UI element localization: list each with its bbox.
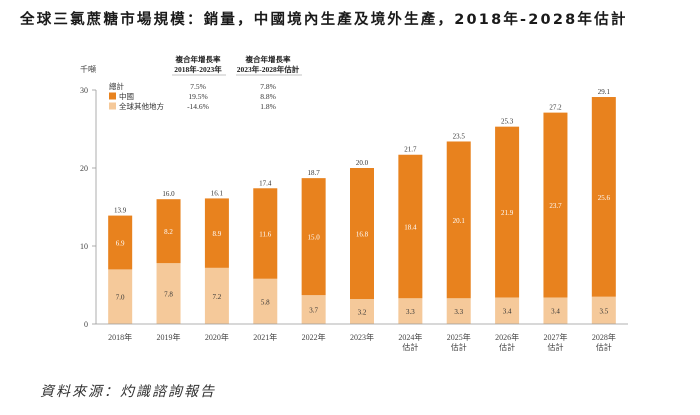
data-label-rest-of-world: 7.0	[116, 294, 125, 302]
data-label-total: 25.3	[501, 118, 514, 126]
data-label-rest-of-world: 7.8	[164, 291, 173, 299]
source-note: 資料來源：灼識諮詢報告	[40, 384, 216, 400]
x-tick-label: 2024年估計	[398, 332, 422, 352]
data-label-china: 8.2	[164, 228, 173, 236]
y-tick-label: 10	[80, 242, 88, 251]
data-label-rest-of-world: 3.4	[551, 308, 560, 316]
data-label-china: 6.9	[116, 239, 125, 247]
data-label-china: 25.6	[598, 194, 611, 202]
bar-china	[495, 126, 520, 298]
bar-china	[543, 112, 568, 298]
cagr-value: 7.8%	[260, 82, 276, 91]
legend-swatch-other	[109, 102, 116, 110]
bar-china	[108, 215, 133, 270]
bar-china	[204, 198, 229, 268]
y-tick-label: 30	[80, 86, 88, 95]
data-label-rest-of-world: 3.2	[358, 309, 367, 317]
legend-label-total: 總計	[109, 81, 124, 91]
data-label-china: 18.4	[404, 224, 417, 232]
axes: 千噸 0 10 20 30 2018年 2019年 2020年 2021年 2022年 2023年 2…	[80, 64, 628, 352]
data-label-total: 29.1	[598, 88, 611, 96]
data-label-china: 23.7	[549, 202, 562, 210]
cagr-value: -14.6%	[187, 102, 209, 111]
bar-rest-of-world	[446, 298, 471, 324]
data-label-total: 20.0	[356, 159, 369, 167]
data-label-china: 8.9	[213, 230, 222, 238]
x-tick-label: 2019年	[157, 332, 181, 342]
y-tick-label: 0	[84, 320, 88, 329]
x-tick-label: 2025年估計	[447, 332, 471, 352]
data-label-rest-of-world: 3.3	[406, 308, 415, 316]
data-label-total: 13.9	[114, 207, 127, 215]
data-label-china: 11.6	[259, 231, 271, 239]
x-tick-label: 2022年	[302, 332, 326, 342]
legend-label: 中國	[119, 91, 134, 101]
bar-rest-of-world	[301, 295, 326, 324]
bar-rest-of-world	[543, 297, 568, 324]
y-tick-label: 20	[80, 164, 88, 173]
data-label-total: 21.7	[404, 146, 417, 154]
data-label-total: 27.2	[549, 104, 562, 112]
cagr-value: 8.8%	[260, 92, 276, 101]
bar-rest-of-world	[108, 269, 133, 324]
x-tick-label: 2028年估計	[592, 332, 616, 352]
data-label-china: 21.9	[501, 209, 514, 217]
data-label-total: 23.5	[453, 132, 466, 140]
y-unit-label: 千噸	[80, 64, 96, 74]
bar-rest-of-world	[495, 297, 520, 324]
x-tick-label: 2023年	[350, 332, 374, 342]
data-label-rest-of-world: 3.5	[599, 307, 608, 315]
bars: 7.0 6.9 13.9 7.8 8.2 16.0 7.2 8.9 16.1 5.8 11.6 17.…	[108, 88, 616, 324]
bar-rest-of-world	[156, 263, 181, 324]
data-label-total: 16.1	[211, 189, 224, 197]
data-label-rest-of-world: 3.4	[503, 308, 512, 316]
bar-china	[446, 141, 471, 299]
bar-china	[398, 154, 423, 299]
cagr-header: 複合年增長率	[245, 54, 291, 64]
cagr-value: 19.5%	[188, 92, 207, 101]
data-label-china: 20.1	[453, 217, 466, 225]
x-tick-label: 2021年	[253, 332, 277, 342]
bar-rest-of-world	[591, 296, 616, 324]
data-label-rest-of-world: 5.8	[261, 298, 270, 306]
x-tick-label: 2026年估計	[495, 332, 519, 352]
data-label-total: 16.0	[162, 190, 175, 198]
data-label-china: 15.0	[308, 234, 321, 242]
cagr-value: 1.8%	[260, 102, 276, 111]
data-label-rest-of-world: 3.7	[309, 307, 318, 315]
data-label-china: 16.8	[356, 231, 369, 239]
legend-swatch-china	[109, 92, 116, 100]
cagr-header: 2023年-2028年估計	[237, 64, 300, 74]
bar-china	[301, 178, 326, 296]
bar-rest-of-world	[253, 278, 278, 324]
x-tick-label: 2018年	[108, 332, 132, 342]
data-label-total: 17.4	[259, 179, 272, 187]
bar-china	[156, 199, 181, 264]
bar-china	[253, 188, 278, 279]
chart-title: 全球三氯蔗糖市場規模：銷量，中國境內生產及境外生產，2018年-2028年估計	[20, 12, 628, 28]
cagr-value: 7.5%	[190, 82, 206, 91]
cagr-header: 2018年-2023年	[174, 64, 222, 74]
x-tick-label: 2027年估計	[543, 332, 567, 352]
x-tick-label: 2020年	[205, 332, 229, 342]
bar-rest-of-world	[204, 267, 229, 324]
bar-rest-of-world	[350, 299, 374, 324]
bar-rest-of-world	[398, 298, 423, 324]
cagr-header: 複合年增長率	[175, 54, 221, 64]
bar-china	[350, 168, 374, 300]
data-label-total: 18.7	[308, 169, 321, 177]
legend-label: 全球其他地方	[119, 101, 164, 111]
bar-china	[591, 97, 616, 297]
data-label-rest-of-world: 7.2	[213, 293, 222, 301]
data-label-rest-of-world: 3.3	[454, 308, 463, 316]
